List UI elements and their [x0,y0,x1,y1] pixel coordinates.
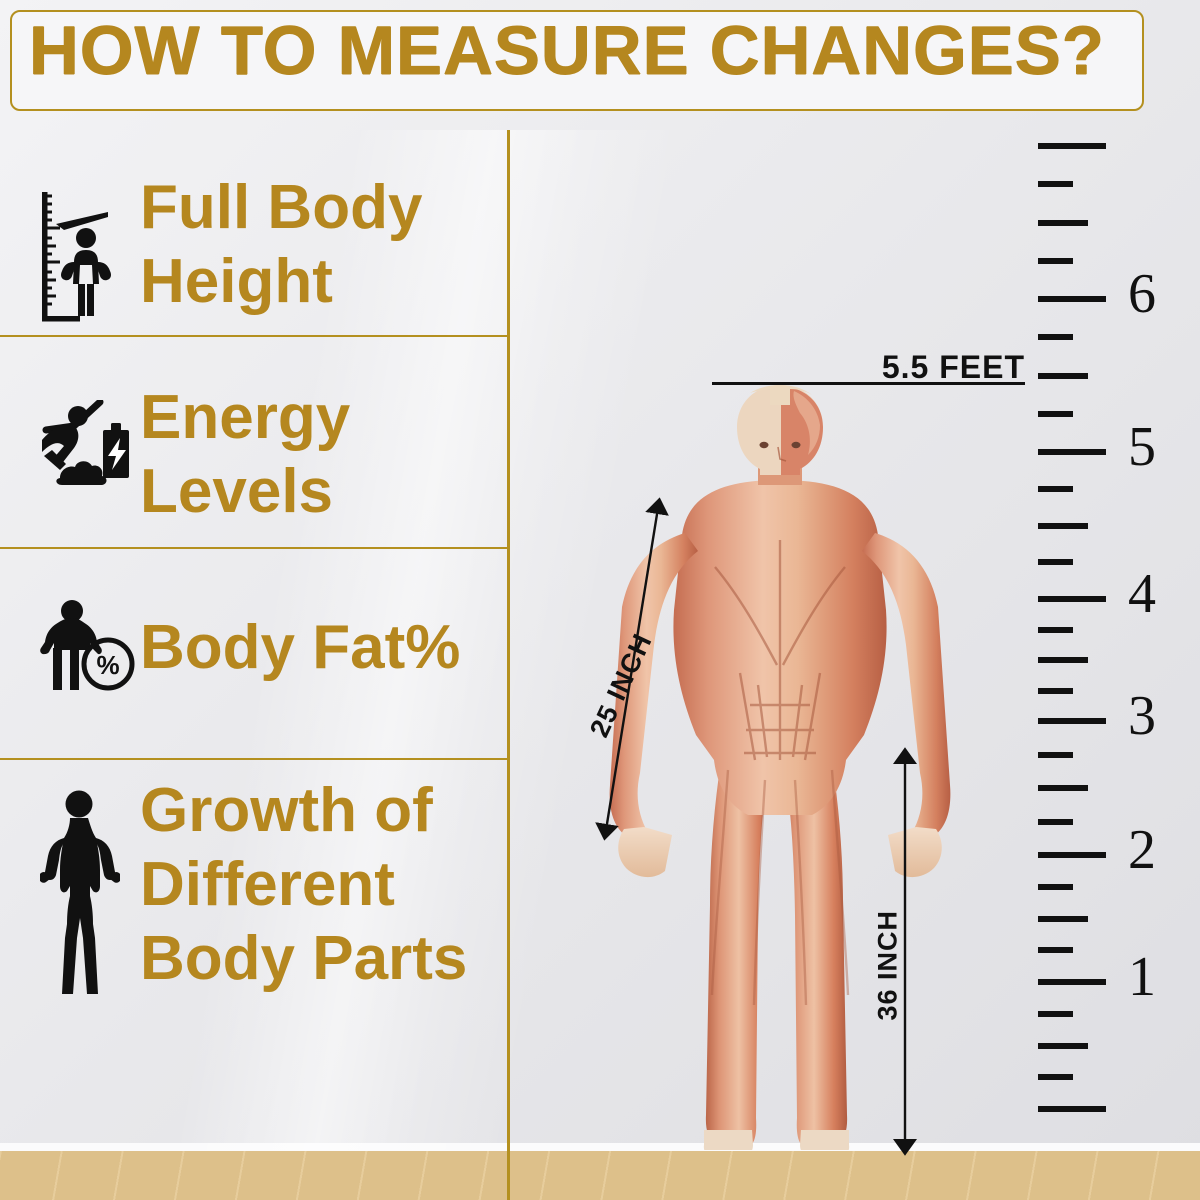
svg-text:%: % [96,650,119,680]
